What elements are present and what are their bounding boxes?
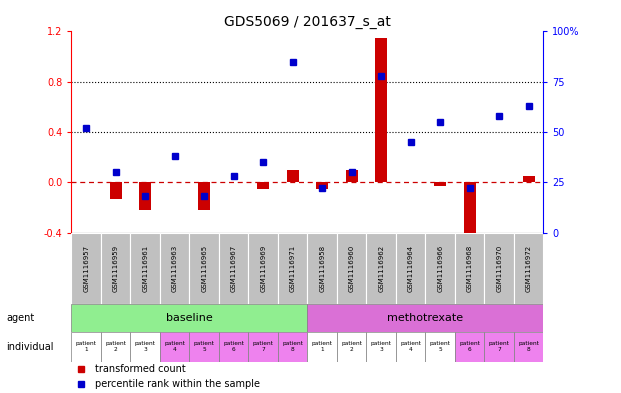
Bar	[375, 38, 387, 182]
Text: patient
7: patient 7	[253, 341, 274, 352]
Bar	[130, 233, 160, 304]
Text: patient
5: patient 5	[194, 341, 215, 352]
Bar	[396, 233, 425, 304]
Bar	[425, 233, 455, 304]
Bar	[139, 182, 151, 210]
Text: transformed count: transformed count	[95, 364, 186, 374]
Bar	[110, 182, 122, 198]
Bar	[307, 332, 337, 362]
Text: patient
4: patient 4	[400, 341, 421, 352]
Bar	[366, 233, 396, 304]
Bar	[287, 170, 299, 182]
Bar	[278, 332, 307, 362]
Text: GSM1116965: GSM1116965	[201, 245, 207, 292]
Text: methotrexate: methotrexate	[388, 313, 463, 323]
Text: patient
3: patient 3	[371, 341, 392, 352]
Bar	[219, 233, 248, 304]
Text: GSM1116972: GSM1116972	[525, 245, 532, 292]
Bar	[514, 332, 543, 362]
Text: patient
4: patient 4	[164, 341, 185, 352]
Text: percentile rank within the sample: percentile rank within the sample	[95, 378, 260, 389]
Text: GSM1116966: GSM1116966	[437, 245, 443, 292]
Text: patient
1: patient 1	[312, 341, 333, 352]
Bar	[366, 332, 396, 362]
Text: GSM1116967: GSM1116967	[230, 245, 237, 292]
Bar	[514, 233, 543, 304]
Bar	[248, 332, 278, 362]
Bar	[71, 304, 307, 332]
Bar	[219, 332, 248, 362]
Text: patient
7: patient 7	[489, 341, 510, 352]
Bar	[160, 233, 189, 304]
Bar	[189, 233, 219, 304]
Text: agent: agent	[6, 313, 34, 323]
Bar	[337, 332, 366, 362]
Text: patient
1: patient 1	[76, 341, 97, 352]
Bar	[198, 182, 210, 210]
Text: GSM1116969: GSM1116969	[260, 245, 266, 292]
Text: GSM1116959: GSM1116959	[112, 245, 119, 292]
Text: patient
8: patient 8	[518, 341, 539, 352]
Bar	[278, 233, 307, 304]
Text: GSM1116964: GSM1116964	[407, 245, 414, 292]
Text: GSM1116963: GSM1116963	[171, 245, 178, 292]
Bar	[101, 233, 130, 304]
Bar	[257, 182, 269, 189]
Text: GSM1116958: GSM1116958	[319, 245, 325, 292]
Bar	[464, 182, 476, 235]
Bar	[71, 332, 101, 362]
Bar	[101, 332, 130, 362]
Text: baseline: baseline	[166, 313, 213, 323]
Bar	[130, 332, 160, 362]
Bar	[307, 304, 543, 332]
Text: GSM1116971: GSM1116971	[289, 245, 296, 292]
Bar	[484, 233, 514, 304]
Bar	[455, 233, 484, 304]
Text: patient
6: patient 6	[223, 341, 244, 352]
Bar	[160, 332, 189, 362]
Text: GSM1116961: GSM1116961	[142, 245, 148, 292]
Bar	[337, 233, 366, 304]
Text: patient
2: patient 2	[341, 341, 362, 352]
Bar	[248, 233, 278, 304]
Bar	[425, 332, 455, 362]
Text: patient
8: patient 8	[282, 341, 303, 352]
Bar	[307, 233, 337, 304]
Text: GSM1116962: GSM1116962	[378, 245, 384, 292]
Title: GDS5069 / 201637_s_at: GDS5069 / 201637_s_at	[224, 15, 391, 29]
Bar	[316, 182, 328, 189]
Text: patient
3: patient 3	[135, 341, 156, 352]
Text: patient
2: patient 2	[105, 341, 126, 352]
Text: patient
5: patient 5	[430, 341, 451, 352]
Text: patient
6: patient 6	[459, 341, 480, 352]
Bar	[523, 176, 535, 182]
Bar	[455, 332, 484, 362]
Text: GSM1116970: GSM1116970	[496, 245, 502, 292]
Bar	[484, 332, 514, 362]
Text: GSM1116968: GSM1116968	[466, 245, 473, 292]
Bar	[189, 332, 219, 362]
Bar	[434, 182, 446, 186]
Bar	[346, 170, 358, 182]
Bar	[396, 332, 425, 362]
Bar	[71, 233, 101, 304]
Text: individual: individual	[6, 342, 53, 352]
Text: GSM1116957: GSM1116957	[83, 245, 89, 292]
Text: GSM1116960: GSM1116960	[348, 245, 355, 292]
